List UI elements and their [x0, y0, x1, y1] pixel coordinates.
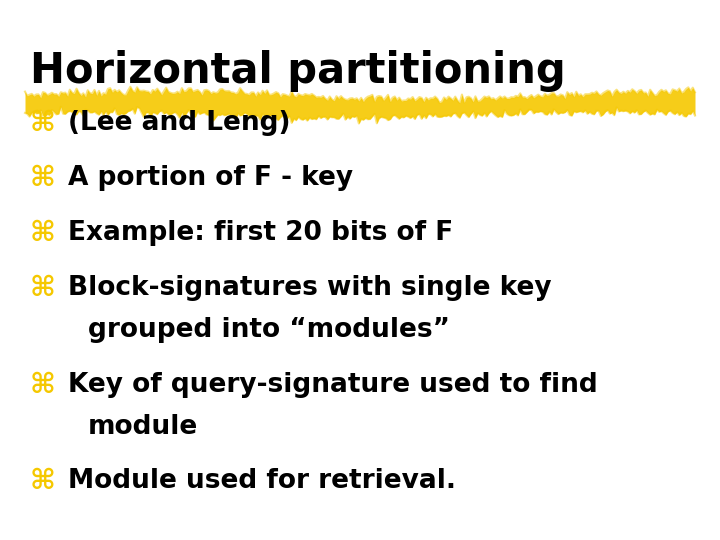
Text: A portion of F - key: A portion of F - key — [68, 165, 353, 191]
Text: ⌘: ⌘ — [30, 109, 55, 137]
Text: ⌘: ⌘ — [30, 371, 55, 399]
Text: Key of query-signature used to find: Key of query-signature used to find — [68, 372, 598, 398]
Text: Block-signatures with single key: Block-signatures with single key — [68, 275, 552, 301]
Text: grouped into “modules”: grouped into “modules” — [88, 317, 450, 343]
Text: ⌘: ⌘ — [30, 467, 55, 495]
Text: Module used for retrieval.: Module used for retrieval. — [68, 468, 456, 494]
Text: module: module — [88, 414, 198, 440]
Text: ⌘: ⌘ — [30, 164, 55, 192]
Text: Horizontal partitioning: Horizontal partitioning — [30, 50, 566, 92]
Text: ⌘: ⌘ — [30, 219, 55, 247]
Text: Example: first 20 bits of F: Example: first 20 bits of F — [68, 220, 454, 246]
Text: ⌘: ⌘ — [30, 274, 55, 302]
Text: (Lee and Leng): (Lee and Leng) — [68, 110, 290, 136]
